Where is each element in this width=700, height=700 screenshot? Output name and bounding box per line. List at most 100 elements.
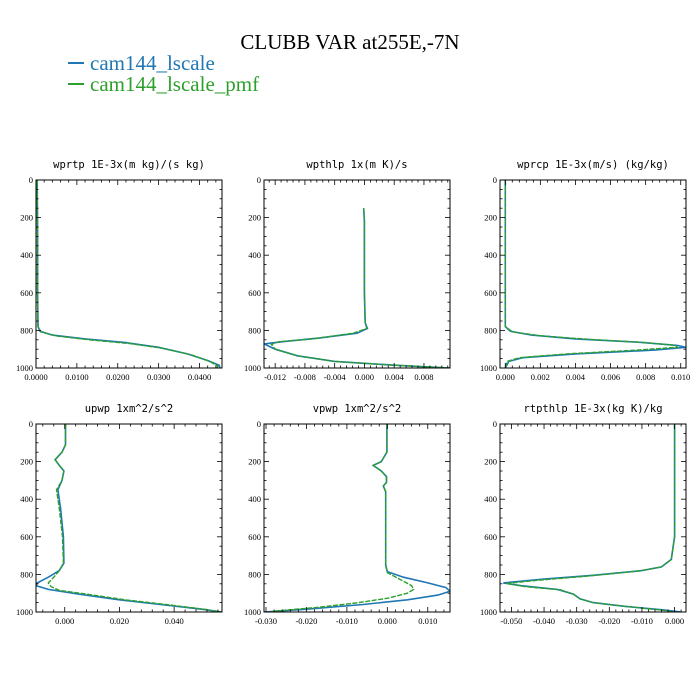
x-tick-label: 0.004 xyxy=(385,372,405,382)
x-tick-label: 0.006 xyxy=(601,372,620,382)
y-tick-label: 1000 xyxy=(244,363,261,373)
y-tick-label: 200 xyxy=(20,457,33,467)
panel-title: upwp 1xm^2/s^2 xyxy=(85,403,174,415)
series-line-lscale-pmf xyxy=(36,180,219,368)
x-tick-label: 0.000 xyxy=(665,616,684,626)
y-tick-label: 200 xyxy=(248,213,261,223)
y-tick-label: 1000 xyxy=(244,607,261,617)
plot-frame xyxy=(35,179,223,369)
y-tick-label: 0 xyxy=(29,175,33,185)
x-tick-label: 0.0000 xyxy=(24,372,47,382)
plot-frame xyxy=(263,179,451,369)
series-line-lscale-pmf xyxy=(47,424,221,612)
y-tick-label: 400 xyxy=(484,494,497,504)
y-tick-label: 0 xyxy=(493,175,497,185)
legend-swatch-lscale-pmf xyxy=(68,83,84,85)
y-tick-label: 800 xyxy=(20,569,33,579)
x-tick-label: -0.012 xyxy=(264,372,286,382)
x-tick-label: 0.008 xyxy=(414,372,433,382)
plot-frame xyxy=(35,423,223,613)
x-tick-label: 0.000 xyxy=(55,616,74,626)
panel-5: vpwp 1xm^2/s^2 0 200 400 600 800 1000-0.030 -0.… xyxy=(244,403,451,626)
legend-entry-lscale: cam144_lscale xyxy=(68,52,215,74)
x-tick-label: 0.002 xyxy=(531,372,550,382)
y-tick-label: 200 xyxy=(484,213,497,223)
x-tick-label: -0.050 xyxy=(500,616,522,626)
panel-title: vpwp 1xm^2/s^2 xyxy=(313,403,402,415)
y-tick-label: 0 xyxy=(29,419,33,429)
x-tick-label: 0.004 xyxy=(566,372,586,382)
series-line-lscale-pmf xyxy=(269,424,415,612)
series-line-lscale xyxy=(264,424,450,612)
x-tick-label: -0.004 xyxy=(324,372,347,382)
y-tick-label: 600 xyxy=(20,288,33,298)
series-line-lscale xyxy=(504,180,686,368)
x-tick-label: -0.020 xyxy=(295,616,317,626)
series-line-lscale-pmf xyxy=(504,180,679,368)
figure-title: CLUBB VAR at255E,-7N xyxy=(240,30,460,54)
y-tick-label: 200 xyxy=(20,213,33,223)
y-tick-label: 400 xyxy=(20,250,33,260)
x-tick-label: -0.030 xyxy=(255,616,277,626)
y-tick-label: 400 xyxy=(248,250,261,260)
x-tick-label: -0.030 xyxy=(566,616,588,626)
y-tick-label: 800 xyxy=(248,569,261,579)
panel-2: wpthlp 1x(m K)/s02004006008001000-0.012-… xyxy=(244,159,451,382)
panel-title: wpthlp 1x(m K)/s xyxy=(306,159,407,171)
y-tick-label: 400 xyxy=(20,494,33,504)
legend-entry-lscale-pmf: cam144_lscale_pmf xyxy=(68,73,259,95)
y-tick-label: 800 xyxy=(248,325,261,335)
y-tick-label: 600 xyxy=(484,288,497,298)
y-tick-label: 800 xyxy=(484,569,497,579)
x-tick-label: 0.010 xyxy=(418,616,437,626)
x-tick-label: 0.010 xyxy=(671,372,690,382)
x-tick-label: 0.0200 xyxy=(106,372,129,382)
y-tick-label: 1000 xyxy=(480,607,497,617)
x-tick-label: 0.000 xyxy=(378,616,397,626)
x-tick-label: -0.020 xyxy=(598,616,620,626)
series-line-lscale xyxy=(36,424,222,612)
x-tick-label: -0.040 xyxy=(533,616,555,626)
x-tick-label: 0.000 xyxy=(355,372,374,382)
panel-3: wprcp 1E-3x(m/s) (kg/kg) 0 200 400 600 800 100… xyxy=(480,159,690,382)
y-tick-label: 600 xyxy=(484,532,497,542)
y-tick-label: 600 xyxy=(248,288,261,298)
x-tick-label: 0.0300 xyxy=(147,372,170,382)
x-tick-label: -0.010 xyxy=(631,616,653,626)
legend-swatch-lscale xyxy=(68,62,84,64)
x-tick-label: 0.0400 xyxy=(188,372,211,382)
series-line-lscale xyxy=(264,208,450,368)
legend-label-lscale-pmf: cam144_lscale_pmf xyxy=(90,72,260,96)
x-tick-label: 0.0100 xyxy=(65,372,88,382)
y-tick-label: 1000 xyxy=(16,363,33,373)
y-tick-label: 0 xyxy=(257,419,261,429)
series-line-lscale xyxy=(503,424,682,612)
x-tick-label: 0.040 xyxy=(165,616,184,626)
x-tick-label: -0.010 xyxy=(336,616,358,626)
y-tick-label: 200 xyxy=(248,457,261,467)
y-tick-label: 600 xyxy=(20,532,33,542)
series-line-lscale-pmf xyxy=(270,208,450,368)
panel-title: wprcp 1E-3x(m/s) (kg/kg) xyxy=(517,159,669,171)
y-tick-label: 200 xyxy=(484,457,497,467)
y-tick-label: 0 xyxy=(493,419,497,429)
plot-frame xyxy=(499,423,687,613)
series-line-lscale-pmf xyxy=(506,424,676,612)
panel-title: rtpthlp 1E-3x(kg K)/kg xyxy=(523,403,662,415)
y-tick-label: 0 xyxy=(257,175,261,185)
x-tick-label: -0.008 xyxy=(294,372,316,382)
plot-frame xyxy=(263,423,451,613)
panel-6: rtpthlp 1E-3x(kg K)/kg02004006008001000-… xyxy=(480,403,687,626)
y-tick-label: 800 xyxy=(20,325,33,335)
panel-title: wprtp 1E-3x(m kg)/(s kg) xyxy=(53,159,205,171)
x-tick-label: 0.000 xyxy=(496,372,515,382)
series-line-lscale xyxy=(36,180,221,368)
y-tick-label: 400 xyxy=(248,494,261,504)
y-tick-label: 600 xyxy=(248,532,261,542)
x-tick-label: 0.020 xyxy=(110,616,129,626)
panel-1: wprtp 1E-3x(m kg)/(s kg) 0 200 400 600 800 100… xyxy=(16,159,223,382)
y-tick-label: 1000 xyxy=(16,607,33,617)
legend-label-lscale: cam144_lscale xyxy=(90,51,215,75)
y-tick-label: 400 xyxy=(484,250,497,260)
